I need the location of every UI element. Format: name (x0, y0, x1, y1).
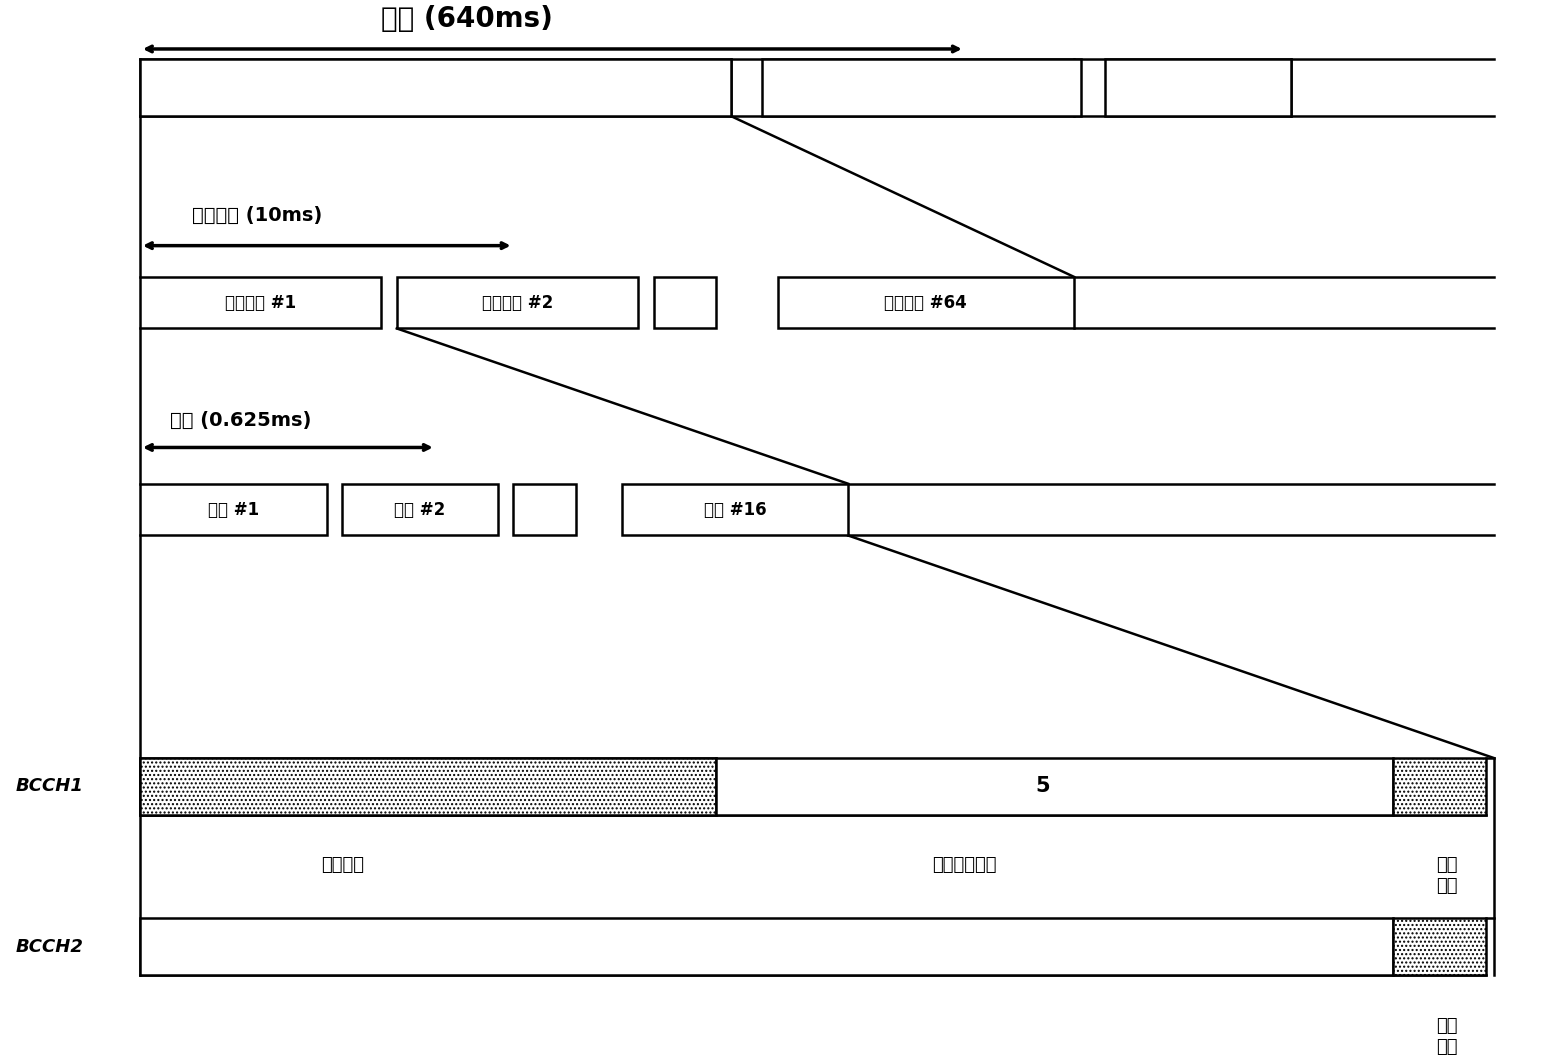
Text: 时隙 #1: 时隙 #1 (209, 501, 258, 519)
FancyBboxPatch shape (397, 277, 638, 329)
FancyBboxPatch shape (513, 484, 576, 536)
Text: 超帧 (640ms): 超帧 (640ms) (381, 5, 552, 34)
Text: 无线电帧 #64: 无线电帧 #64 (884, 294, 968, 312)
Text: 时隙 (0.625ms): 时隙 (0.625ms) (171, 411, 311, 430)
FancyBboxPatch shape (1105, 59, 1291, 117)
Bar (1393, 758, 1486, 815)
Text: 同步
码元: 同步 码元 (1436, 856, 1458, 895)
FancyBboxPatch shape (342, 484, 498, 536)
Bar (140, 919, 1393, 975)
Text: BCCH2: BCCH2 (16, 938, 84, 956)
Text: 逻辑信道码元: 逻辑信道码元 (932, 856, 997, 874)
FancyBboxPatch shape (622, 484, 848, 536)
Bar (716, 758, 1393, 815)
Text: 无线电帧 #1: 无线电帧 #1 (226, 294, 296, 312)
Bar (140, 758, 716, 815)
FancyBboxPatch shape (140, 484, 327, 536)
Text: 同步
码元: 同步 码元 (1436, 1016, 1458, 1056)
Text: BCCH1: BCCH1 (16, 778, 84, 796)
FancyBboxPatch shape (140, 59, 731, 117)
Text: 时隙 #16: 时隙 #16 (703, 501, 767, 519)
Text: 无线电帧 (10ms): 无线电帧 (10ms) (191, 206, 322, 225)
Text: 5: 5 (1035, 777, 1050, 797)
FancyBboxPatch shape (140, 277, 381, 329)
Text: 导频码元: 导频码元 (321, 856, 364, 874)
Text: 时隙 #2: 时隙 #2 (395, 501, 445, 519)
Bar (1393, 919, 1486, 975)
FancyBboxPatch shape (778, 277, 1074, 329)
FancyBboxPatch shape (654, 277, 716, 329)
Bar (140, 758, 716, 815)
Text: 无线电帧 #2: 无线电帧 #2 (482, 294, 552, 312)
FancyBboxPatch shape (762, 59, 1081, 117)
